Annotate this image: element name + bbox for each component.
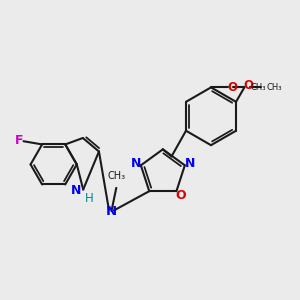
Text: CH₃: CH₃ xyxy=(108,172,126,182)
Text: CH₃: CH₃ xyxy=(267,83,282,92)
Text: N: N xyxy=(185,157,195,170)
Text: N: N xyxy=(106,205,117,218)
Text: F: F xyxy=(14,134,23,147)
Text: O: O xyxy=(244,79,254,92)
Text: O: O xyxy=(227,81,237,94)
Text: N: N xyxy=(71,184,82,196)
Text: O: O xyxy=(175,188,186,202)
Text: H: H xyxy=(85,192,93,205)
Text: N: N xyxy=(130,157,141,170)
Text: CH₃: CH₃ xyxy=(250,83,266,92)
